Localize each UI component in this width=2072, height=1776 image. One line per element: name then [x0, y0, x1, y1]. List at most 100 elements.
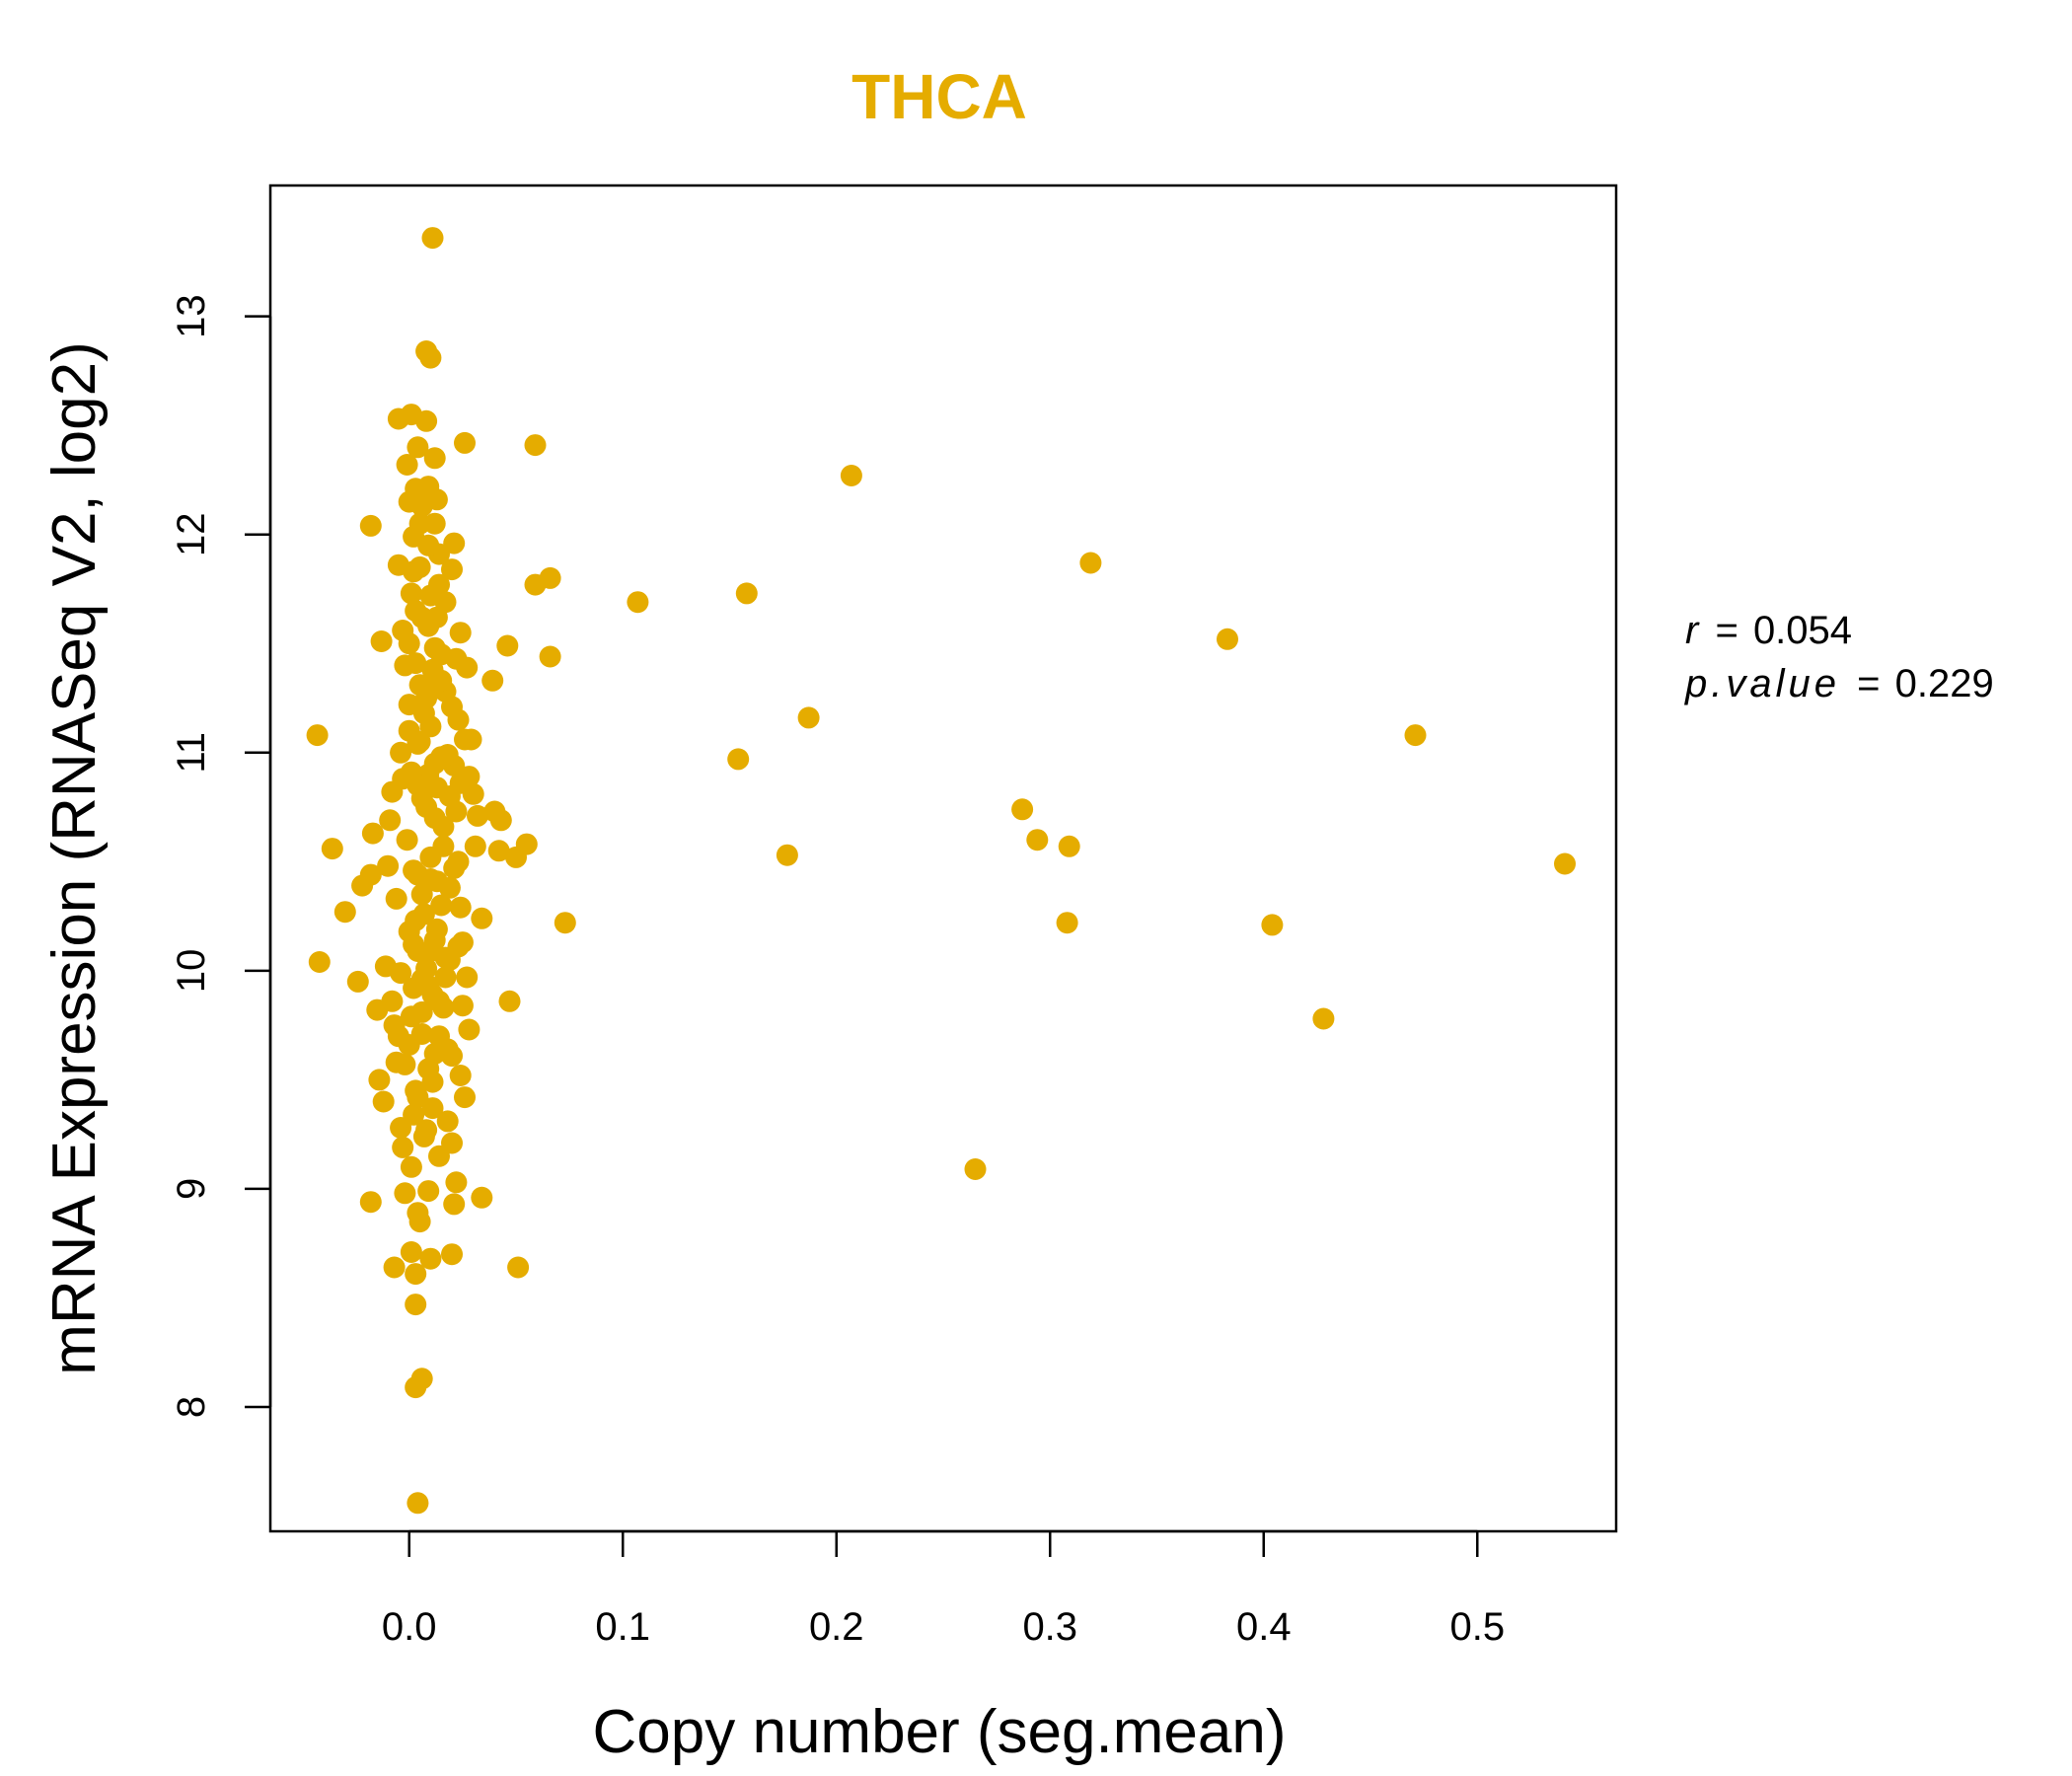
data-point [496, 634, 519, 657]
data-point [400, 582, 422, 605]
data-point [374, 955, 397, 978]
data-point [400, 761, 422, 783]
data-point [410, 606, 433, 629]
data-point [403, 933, 425, 956]
data-point [449, 622, 472, 644]
x-tick-label: 0.5 [1449, 1605, 1505, 1649]
data-point [1011, 798, 1034, 821]
data-point [421, 1071, 444, 1093]
data-point [1056, 912, 1078, 934]
data-point [627, 591, 649, 614]
data-point [379, 809, 402, 832]
data-point [396, 454, 418, 476]
data-point [400, 1005, 422, 1028]
data-point [505, 846, 527, 868]
data-point [498, 990, 521, 1012]
data-point [487, 840, 510, 862]
data-point [410, 883, 433, 906]
data-point [407, 436, 429, 459]
data-point [392, 620, 414, 641]
data-point [403, 1103, 425, 1126]
data-point [1312, 1007, 1335, 1030]
data-point [436, 744, 459, 766]
data-point [449, 896, 472, 919]
data-point [361, 822, 384, 845]
data-point [410, 968, 433, 991]
data-point [436, 1110, 459, 1133]
data-point [471, 1186, 493, 1209]
p-value: 0.229 [1895, 662, 1994, 705]
data-point [321, 838, 343, 860]
x-axis-label: Copy number (seg.mean) [593, 1698, 1287, 1766]
data-point [1404, 724, 1427, 747]
data-point [419, 940, 442, 962]
data-point [443, 1193, 466, 1216]
data-point [432, 815, 455, 838]
data-point [735, 582, 758, 605]
r-equals: = [1715, 609, 1738, 652]
data-point [400, 1241, 422, 1263]
data-point [359, 514, 382, 537]
data-point [359, 1191, 382, 1214]
data-point [464, 835, 486, 857]
data-point [456, 656, 479, 679]
x-tick-label: 0.1 [595, 1605, 650, 1649]
data-point [390, 741, 412, 764]
data-point [381, 990, 404, 1012]
data-point [405, 1294, 427, 1316]
data-point [458, 1018, 481, 1041]
data-point [415, 409, 438, 432]
data-point [387, 1025, 409, 1048]
y-tick-label: 8 [170, 1396, 213, 1418]
data-point [776, 844, 798, 866]
data-point [445, 800, 468, 823]
data-point [405, 1263, 427, 1286]
data-point [308, 951, 331, 973]
points-layer [306, 227, 1576, 1515]
data-point [524, 434, 547, 457]
r-value: 0.054 [1753, 609, 1852, 652]
data-point [407, 1492, 429, 1515]
data-point [419, 1247, 442, 1270]
data-point [449, 1065, 472, 1086]
data-point [385, 887, 407, 910]
data-point [412, 703, 435, 724]
data-point [489, 809, 512, 832]
data-point [539, 645, 561, 668]
x-axis: 0.0 0.1 0.2 0.3 0.4 0.5 [382, 1529, 1505, 1649]
data-point [423, 447, 446, 470]
data-point [306, 724, 329, 747]
x-tick-label: 0.3 [1022, 1605, 1077, 1649]
data-point [441, 1243, 463, 1266]
data-point [370, 630, 393, 652]
y-tick-label: 10 [170, 949, 213, 994]
data-point [415, 796, 438, 818]
y-axis-label: mRNA Expression (RNASeq V2, log2) [40, 341, 109, 1375]
data-point [377, 854, 400, 877]
data-point [451, 931, 474, 954]
data-point [456, 966, 479, 989]
data-point [417, 534, 440, 556]
data-point [1058, 835, 1080, 857]
data-point [423, 1042, 446, 1065]
data-point [407, 1086, 429, 1109]
x-tick-label: 0.0 [382, 1605, 437, 1649]
data-point [408, 1211, 431, 1233]
data-point [507, 1256, 530, 1279]
data-point [400, 1155, 422, 1178]
data-point [408, 730, 431, 753]
data-point [1261, 914, 1284, 936]
y-tick-label: 11 [170, 732, 213, 774]
y-tick-label: 9 [170, 1178, 213, 1200]
data-point [430, 894, 453, 917]
p-label: p.value [1684, 662, 1840, 705]
data-point [449, 772, 472, 794]
data-point [372, 1090, 395, 1113]
data-point [415, 1119, 438, 1142]
p-equals: = [1857, 662, 1880, 705]
data-point [392, 1136, 414, 1158]
data-point [394, 1053, 416, 1075]
data-point [443, 856, 466, 879]
data-point [454, 1086, 476, 1109]
